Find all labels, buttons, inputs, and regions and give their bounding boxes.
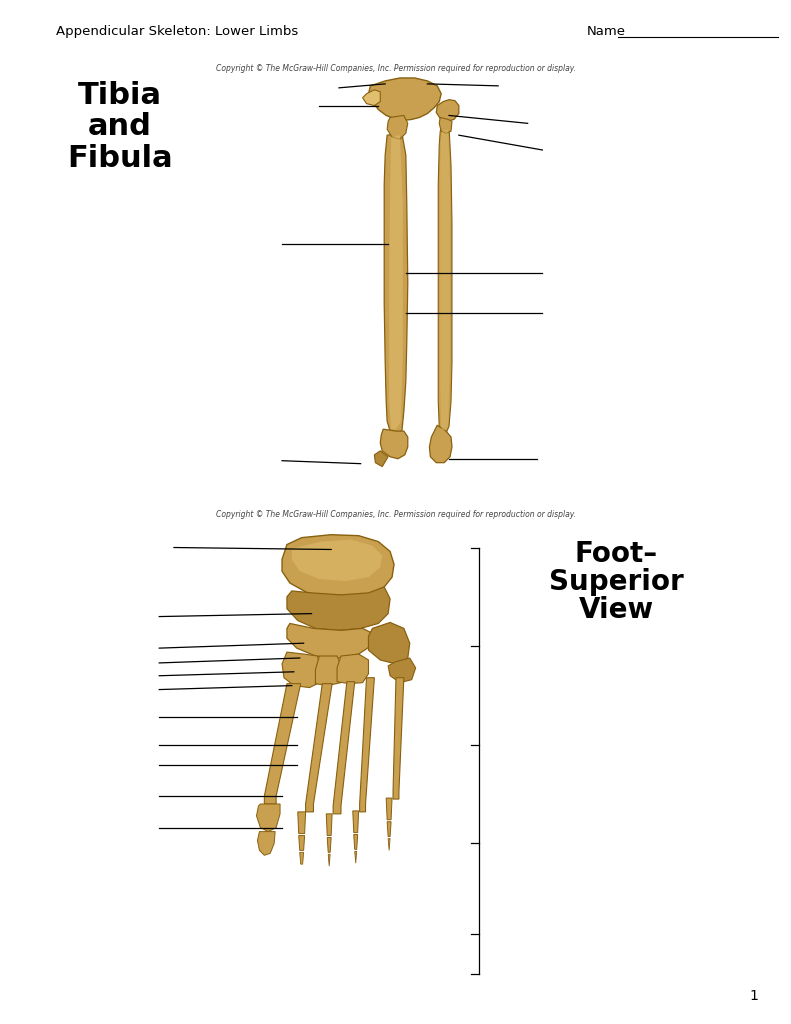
Polygon shape bbox=[297, 812, 305, 834]
Polygon shape bbox=[369, 623, 410, 664]
Polygon shape bbox=[441, 129, 450, 431]
Polygon shape bbox=[353, 811, 358, 833]
Polygon shape bbox=[386, 798, 392, 820]
Polygon shape bbox=[430, 425, 452, 463]
Polygon shape bbox=[328, 854, 330, 866]
Polygon shape bbox=[333, 682, 354, 814]
Polygon shape bbox=[305, 684, 332, 812]
Polygon shape bbox=[439, 118, 452, 133]
Polygon shape bbox=[387, 116, 408, 139]
Polygon shape bbox=[256, 804, 280, 831]
Polygon shape bbox=[327, 838, 331, 852]
Text: Foot–
Superior
View: Foot– Superior View bbox=[549, 540, 683, 624]
Text: Copyright © The McGraw-Hill Companies, Inc. Permission required for reproduction: Copyright © The McGraw-Hill Companies, I… bbox=[216, 510, 576, 519]
Text: Name: Name bbox=[587, 25, 626, 38]
Polygon shape bbox=[374, 451, 388, 467]
Polygon shape bbox=[437, 99, 459, 122]
Polygon shape bbox=[389, 135, 403, 429]
Text: Appendicular Skeleton: Lower Limbs: Appendicular Skeleton: Lower Limbs bbox=[56, 25, 298, 38]
Polygon shape bbox=[300, 852, 304, 864]
Polygon shape bbox=[354, 851, 357, 863]
Polygon shape bbox=[369, 78, 441, 121]
Polygon shape bbox=[388, 658, 415, 683]
Polygon shape bbox=[282, 652, 321, 687]
Polygon shape bbox=[292, 540, 382, 581]
Polygon shape bbox=[299, 836, 305, 850]
Polygon shape bbox=[438, 127, 452, 433]
Polygon shape bbox=[360, 678, 374, 812]
Polygon shape bbox=[393, 678, 404, 799]
Text: Copyright © The McGraw-Hill Companies, Inc. Permission required for reproduction: Copyright © The McGraw-Hill Companies, I… bbox=[216, 65, 576, 73]
Polygon shape bbox=[387, 821, 391, 837]
Polygon shape bbox=[380, 429, 408, 459]
Polygon shape bbox=[287, 587, 390, 631]
Polygon shape bbox=[264, 684, 301, 804]
Text: Tibia
and
Fibula: Tibia and Fibula bbox=[67, 81, 172, 172]
Polygon shape bbox=[354, 835, 358, 849]
Polygon shape bbox=[316, 656, 343, 686]
Polygon shape bbox=[337, 654, 369, 684]
Polygon shape bbox=[287, 624, 374, 658]
Polygon shape bbox=[362, 90, 380, 105]
Polygon shape bbox=[257, 831, 275, 855]
Polygon shape bbox=[282, 535, 394, 597]
Polygon shape bbox=[384, 133, 408, 433]
Text: 1: 1 bbox=[750, 989, 759, 1004]
Polygon shape bbox=[388, 839, 390, 850]
Polygon shape bbox=[326, 814, 332, 836]
